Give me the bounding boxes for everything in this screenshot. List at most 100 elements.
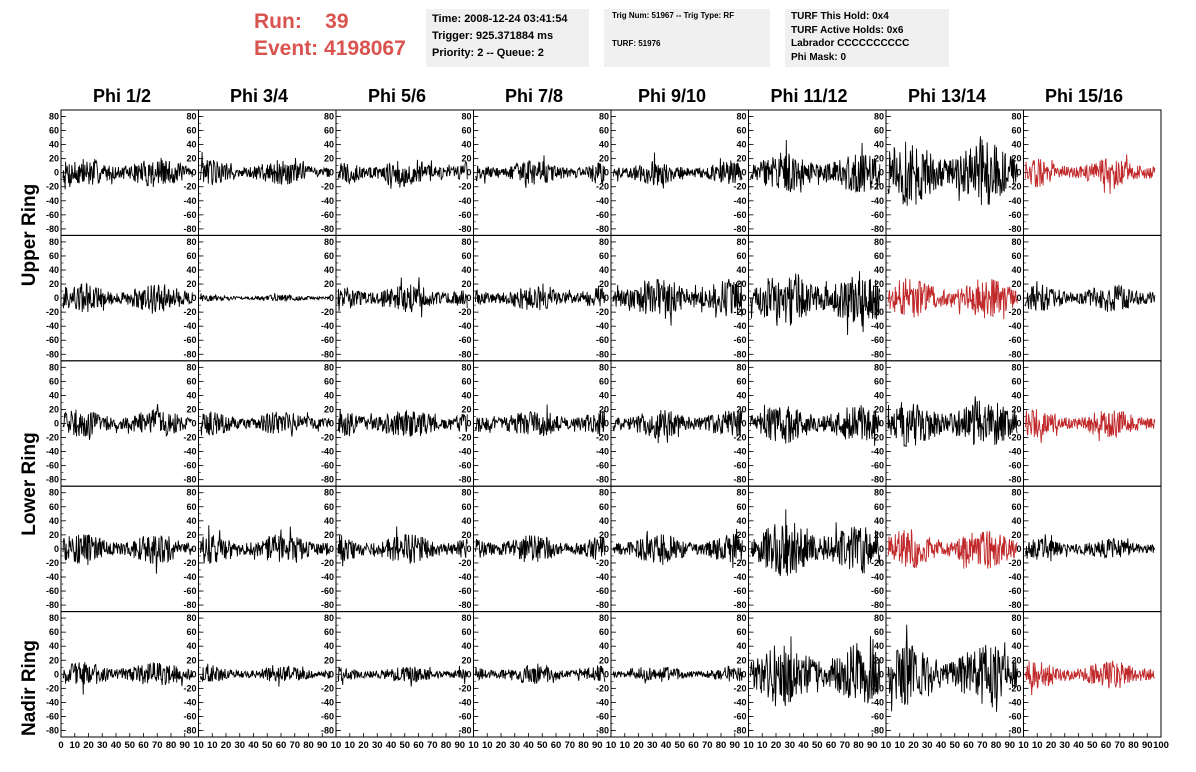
y-tick-label: -40 [596,572,609,582]
y-tick-label: 60 [736,376,746,386]
y-tick-label: -20 [458,683,471,693]
y-tick-label: -60 [183,586,196,596]
y-tick-label: 20 [1011,404,1021,414]
waveform [750,404,881,446]
time-text: Time: 2008-12-24 03:41:54 [432,13,568,25]
x-tick-label: 20 [771,740,782,751]
y-tick-label: -40 [46,196,59,206]
y-tick-label: 0 [466,544,471,554]
waveform [750,139,881,193]
waveform [1025,534,1156,562]
x-tick-label: 60 [276,740,287,751]
y-tick-label: 0 [466,419,471,429]
y-tick-label: 80 [599,613,609,623]
waveform [612,528,743,569]
y-tick-label: -20 [321,683,334,693]
y-tick-label: 40 [461,390,471,400]
y-tick-label: 0 [741,544,746,554]
y-tick-label: -80 [1008,475,1021,485]
x-tick-label: 90 [454,740,465,751]
x-tick-label: 60 [413,740,424,751]
y-tick-label: 0 [54,669,59,679]
y-tick-label: -20 [46,433,59,443]
y-tick-label: 20 [49,530,59,540]
x-tick-label: 70 [289,740,300,751]
y-tick-label: -40 [596,196,609,206]
y-tick-label: 60 [324,627,334,637]
y-tick-label: -20 [1008,307,1021,317]
x-tick-label: 10 [207,740,218,751]
run-label: Run: [254,10,302,33]
y-tick-label: -80 [871,725,884,735]
y-tick-label: 40 [49,516,59,526]
y-tick-label: -60 [321,335,334,345]
priority-text: Priority: 2 -- Queue: 2 [432,47,544,59]
turf-info-box: TURF This Hold: 0x4 TURF Active Holds: 0… [785,9,949,67]
y-tick-label: 0 [1016,544,1021,554]
waveform [475,535,606,563]
y-tick-label: 80 [599,112,609,122]
y-tick-label: 20 [874,530,884,540]
x-tick-label: 70 [839,740,850,751]
y-tick-label: -80 [46,224,59,234]
y-tick-label: 60 [49,251,59,261]
waveform [337,159,468,189]
y-tick-label: -20 [46,683,59,693]
y-tick-label: -40 [596,697,609,707]
y-tick-label: 20 [874,404,884,414]
y-tick-label: 20 [736,655,746,665]
y-tick-label: 0 [741,293,746,303]
y-tick-label: -80 [458,725,471,735]
y-tick-label: 80 [186,613,196,623]
y-tick-label: 80 [461,613,471,623]
y-tick-label: -20 [46,558,59,568]
y-tick-label: -80 [183,600,196,610]
y-tick-label: 40 [461,516,471,526]
turf-hold-text: TURF This Hold: 0x4 [791,11,889,22]
y-tick-label: 20 [461,154,471,164]
y-tick-label: -40 [458,447,471,457]
x-tick-label: 80 [578,740,589,751]
col-header-phi-7-8: Phi 7/8 [504,86,564,106]
y-tick-label: 80 [874,112,884,122]
x-tick-label: 10 [193,740,204,751]
y-tick-label: -20 [321,558,334,568]
y-tick-label: -80 [321,349,334,359]
y-tick-label: -80 [183,475,196,485]
y-tick-label: 20 [599,655,609,665]
y-tick-label: 60 [186,502,196,512]
y-tick-label: -40 [871,572,884,582]
y-tick-label: -80 [458,600,471,610]
x-tick-label: 10 [69,740,80,751]
y-tick-label: -80 [46,349,59,359]
y-tick-label: 80 [49,613,59,623]
y-tick-label: 40 [736,641,746,651]
y-tick-label: 60 [186,627,196,637]
y-tick-label: 40 [736,390,746,400]
y-tick-label: 80 [461,488,471,498]
y-tick-label: -80 [596,224,609,234]
y-tick-label: 20 [186,404,196,414]
event-row: Event: 4198067 [254,35,406,62]
x-tick-label: 10 [1018,740,1029,751]
waveform [475,663,606,684]
y-tick-label: -60 [871,711,884,721]
y-tick-label: 60 [49,627,59,637]
x-tick-label: 10 [881,740,892,751]
y-tick-label: -40 [321,321,334,331]
y-tick-label: 0 [741,419,746,429]
y-tick-label: 20 [599,404,609,414]
x-tick-label: 10 [482,740,493,751]
y-tick-label: 0 [879,669,884,679]
y-tick-label: 80 [324,112,334,122]
y-tick-label: -60 [596,461,609,471]
y-tick-label: 40 [874,390,884,400]
y-tick-label: -20 [871,558,884,568]
col-header-phi-15-16: Phi 15/16 [1044,86,1124,106]
x-tick-label: 10 [606,740,617,751]
y-tick-label: -20 [1008,433,1021,443]
x-tick-label: 10 [757,740,768,751]
waveform [200,525,331,564]
y-tick-label: -20 [458,182,471,192]
labrador-text: Labrador CCCCCCCCCC [791,38,910,49]
